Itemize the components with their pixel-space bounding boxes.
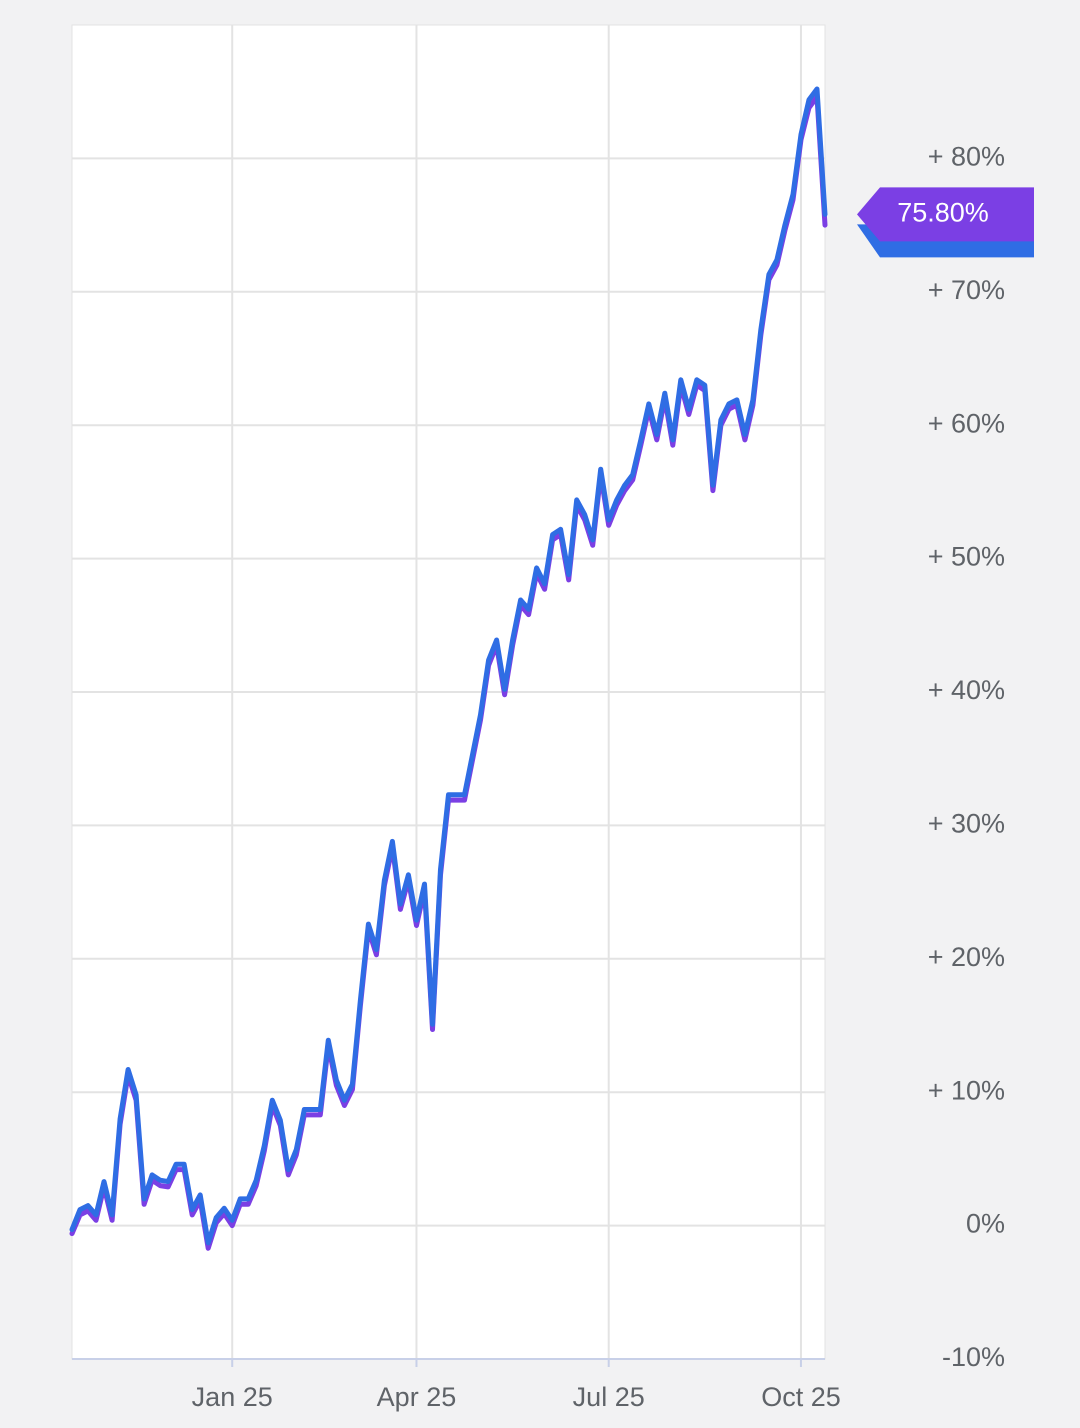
y-tick-label: + 50% (928, 542, 1005, 572)
y-tick-label: + 20% (928, 942, 1005, 972)
y-tick-label: + 80% (928, 142, 1005, 172)
x-tick-label: Jul 25 (573, 1382, 645, 1412)
y-tick-label: + 30% (928, 809, 1005, 839)
x-tick-label: Oct 25 (761, 1382, 841, 1412)
y-tick-label: + 10% (928, 1075, 1005, 1105)
y-tick-label: 0% (966, 1209, 1005, 1239)
line (69, 86, 828, 1246)
x-tick-label: Apr 25 (377, 1382, 457, 1412)
y-tick-label: -10% (942, 1342, 1005, 1372)
y-tick-label: + 70% (928, 275, 1005, 305)
y-tick-label: + 60% (928, 408, 1005, 438)
x-tick-label: Jan 25 (192, 1382, 273, 1412)
value-tag (857, 187, 1034, 242)
y-tick-label: + 40% (928, 675, 1005, 705)
value-tag-label: 75.80% (897, 198, 989, 228)
